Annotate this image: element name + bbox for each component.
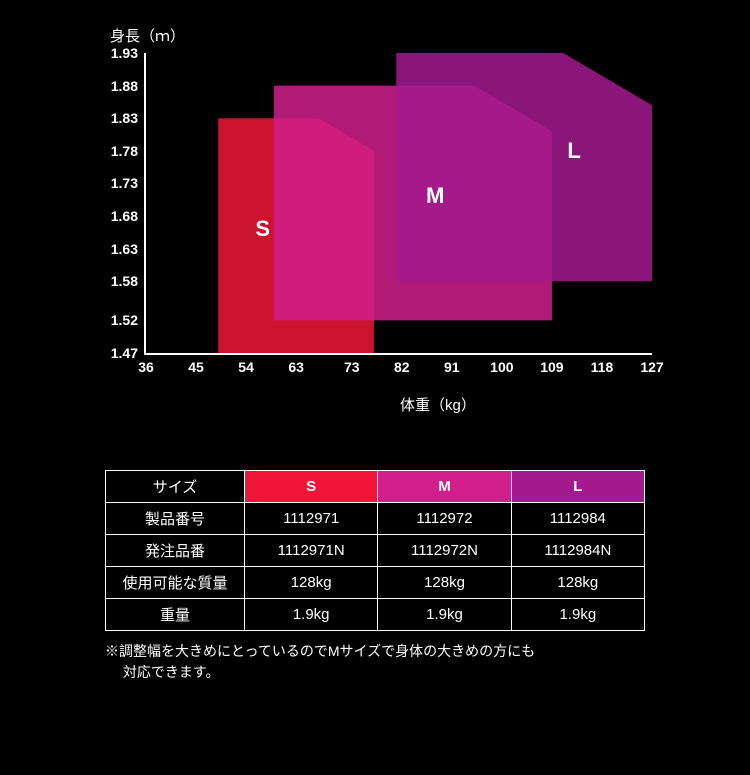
- table-row-label: 使用可能な質量: [106, 567, 245, 599]
- y-tick: 1.93: [111, 45, 138, 61]
- table-row-label: 重量: [106, 599, 245, 631]
- table-cell: 1112971N: [245, 535, 378, 567]
- x-tick: 73: [344, 359, 360, 375]
- size-chart: 身長（ｍ） 1.471.521.581.631.681.731.781.831.…: [0, 25, 750, 415]
- region-label-s: S: [255, 216, 270, 242]
- table-cell: 1112971: [245, 503, 378, 535]
- x-tick: 91: [444, 359, 460, 375]
- table-cell: 1112972: [378, 503, 511, 535]
- x-tick: 54: [238, 359, 254, 375]
- table-cell: 128kg: [245, 567, 378, 599]
- region-label-l: L: [567, 138, 580, 164]
- x-tick: 127: [640, 359, 663, 375]
- x-tick: 45: [188, 359, 204, 375]
- table-row-label: 発注品番: [106, 535, 245, 567]
- y-tick: 1.52: [111, 312, 138, 328]
- y-tick: 1.47: [111, 345, 138, 361]
- table-cell: 1.9kg: [378, 599, 511, 631]
- plot-area: 1.471.521.581.631.681.731.781.831.881.93…: [144, 53, 652, 355]
- y-tick: 1.58: [111, 273, 138, 289]
- y-tick: 1.78: [111, 143, 138, 159]
- x-tick: 82: [394, 359, 410, 375]
- x-tick: 63: [288, 359, 304, 375]
- table-cell: 1112984: [511, 503, 644, 535]
- x-tick: 118: [591, 359, 614, 375]
- y-tick: 1.83: [111, 110, 138, 126]
- x-tick: 100: [490, 359, 513, 375]
- table-cell: 1.9kg: [245, 599, 378, 631]
- table-cell: 1112984N: [511, 535, 644, 567]
- table-row-label: 製品番号: [106, 503, 245, 535]
- table-col-header-l: L: [511, 471, 644, 503]
- y-axis-title: 身長（ｍ）: [110, 25, 185, 46]
- table-cell: 128kg: [378, 567, 511, 599]
- region-label-m: M: [426, 183, 444, 209]
- table-header-label: サイズ: [106, 471, 245, 503]
- x-axis-title: 体重（kg）: [400, 394, 476, 415]
- table-cell: 1.9kg: [511, 599, 644, 631]
- table-col-header-s: S: [245, 471, 378, 503]
- size-region-l: [396, 53, 652, 281]
- size-table: サイズSML製品番号111297111129721112984発注品番11129…: [105, 470, 645, 631]
- y-tick: 1.63: [111, 241, 138, 257]
- x-tick: 109: [540, 359, 563, 375]
- x-tick: 36: [138, 359, 154, 375]
- table-cell: 1112972N: [378, 535, 511, 567]
- table-col-header-m: M: [378, 471, 511, 503]
- table-cell: 128kg: [511, 567, 644, 599]
- y-tick: 1.73: [111, 175, 138, 191]
- footnote: ※調整幅を大きめにとっているのでMサイズで身体の大きめの方にも 対応できます。: [105, 641, 645, 683]
- y-tick: 1.68: [111, 208, 138, 224]
- y-tick: 1.88: [111, 78, 138, 94]
